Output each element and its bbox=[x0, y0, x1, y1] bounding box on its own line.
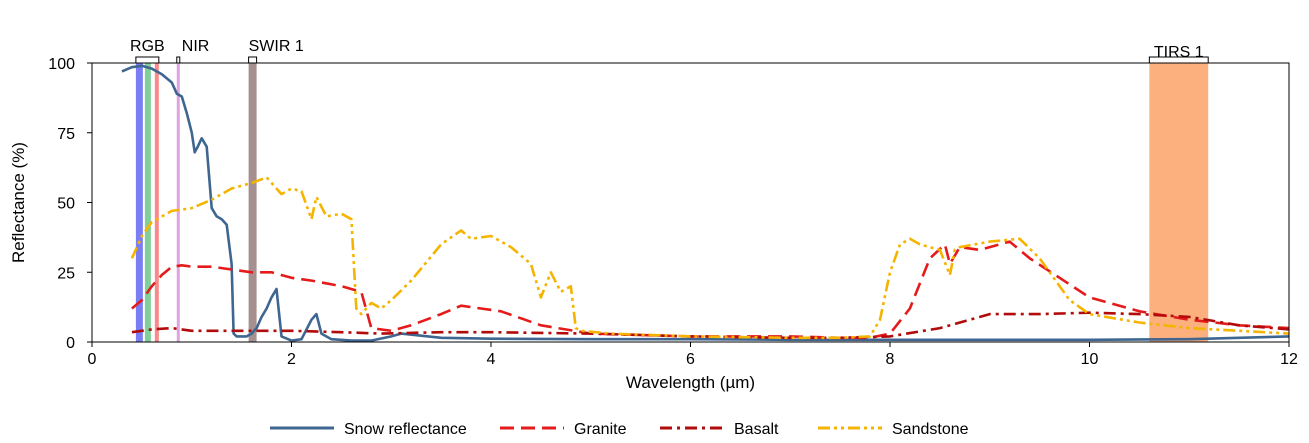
y-tick-label: 50 bbox=[57, 196, 75, 213]
band-label-swir-1: SWIR 1 bbox=[249, 38, 304, 55]
legend-label-sandstone: Sandstone bbox=[892, 421, 969, 438]
legend-label-basalt: Basalt bbox=[734, 421, 779, 438]
band-bracket-rgb bbox=[135, 56, 160, 63]
y-tick-label: 0 bbox=[66, 335, 75, 352]
series-line-granite bbox=[131, 240, 1290, 340]
band-label-rgb: RGB bbox=[130, 38, 165, 55]
bands-layer: RGB NIR SWIR 1 TIRS 1 bbox=[130, 38, 1209, 342]
legend: Snow reflectance Granite Basalt Sandstone bbox=[270, 421, 969, 438]
series-line-sandstone bbox=[130, 176, 1290, 340]
band-fill-rgb-1 bbox=[144, 63, 151, 342]
band-bracket-swir-1 bbox=[248, 56, 258, 63]
band-fill-rgb-0 bbox=[135, 63, 143, 342]
x-tick-label: 12 bbox=[1280, 351, 1298, 368]
x-tick-label: 4 bbox=[487, 351, 496, 368]
x-tick-label: 8 bbox=[886, 351, 895, 368]
x-tick-label: 6 bbox=[686, 351, 695, 368]
band-fill-nir-0 bbox=[176, 63, 180, 342]
x-tick-label: 0 bbox=[88, 351, 97, 368]
y-tick-label: 75 bbox=[57, 126, 75, 143]
y-axis-title: Reflectance (%) bbox=[9, 142, 28, 263]
band-fill-rgb-2 bbox=[154, 63, 159, 342]
series-layer bbox=[121, 64, 1290, 342]
series-line-snow-reflectance bbox=[121, 64, 1290, 342]
band-fill-tirs-1-0 bbox=[1149, 63, 1209, 342]
legend-label-granite: Granite bbox=[574, 421, 627, 438]
legend-label-snow-reflectance: Snow reflectance bbox=[344, 421, 467, 438]
band-label-tirs-1: TIRS 1 bbox=[1154, 44, 1204, 61]
band-bracket-nir bbox=[176, 56, 181, 63]
x-tick-label: 10 bbox=[1081, 351, 1099, 368]
band-fill-swir-1-0 bbox=[248, 63, 257, 342]
band-bracket-tirs-1 bbox=[1148, 56, 1209, 63]
x-tick-label: 2 bbox=[287, 351, 296, 368]
band-label-nir: NIR bbox=[182, 38, 210, 55]
axes-layer: 0 25 50 75 100 0 2 4 6 8 10 12 Wavelength (µm) Reflec… bbox=[9, 56, 1298, 392]
y-tick-label: 25 bbox=[57, 265, 75, 282]
y-tick-label: 100 bbox=[48, 56, 75, 73]
x-axis-title: Wavelength (µm) bbox=[626, 373, 755, 392]
